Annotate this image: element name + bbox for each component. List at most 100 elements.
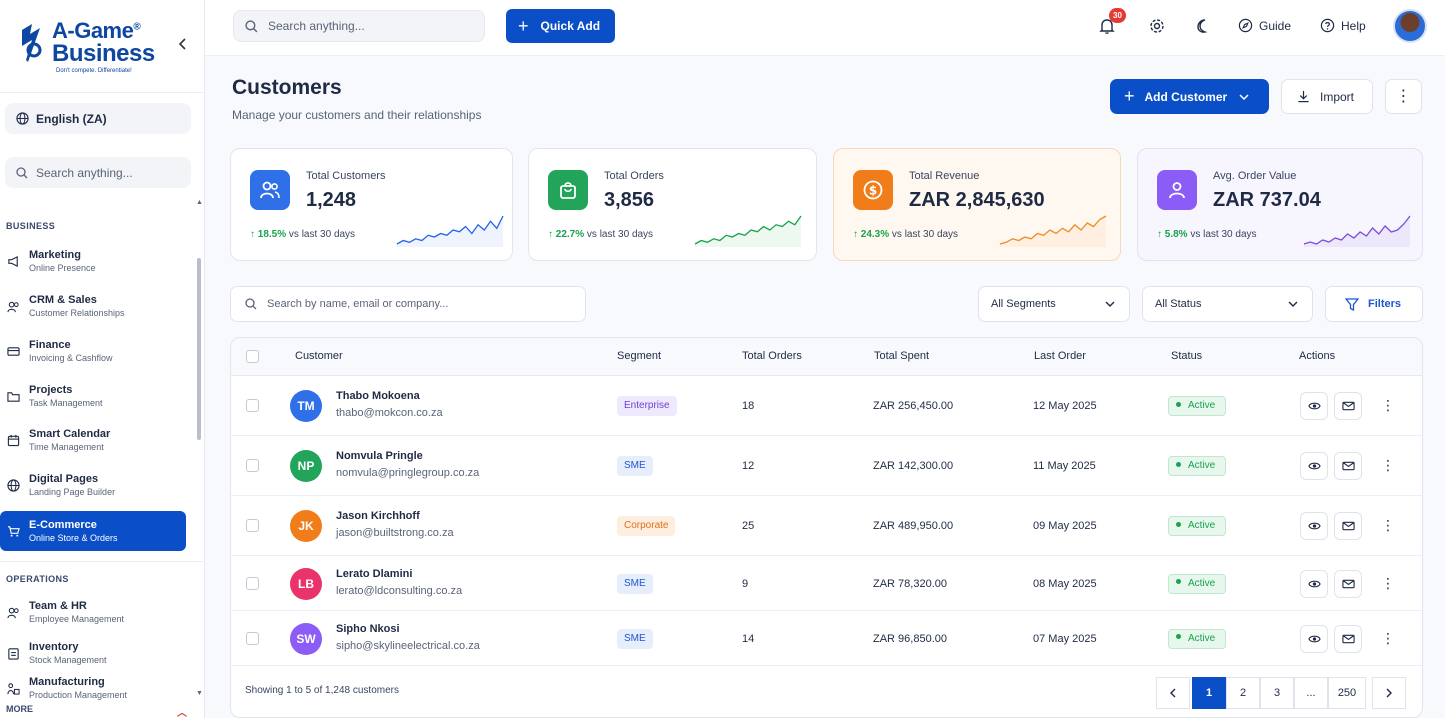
customer-name[interactable]: Thabo Mokoena	[336, 390, 420, 402]
sidebar-item-digital-pages[interactable]: Digital Pages Landing Page Builder	[0, 465, 186, 505]
email-button[interactable]	[1334, 624, 1362, 653]
import-button[interactable]: Import	[1281, 79, 1373, 114]
customer-search-input[interactable]: Search by name, email or company...	[230, 286, 586, 322]
status-select[interactable]: All Status	[1142, 286, 1313, 322]
pagination-prev-button[interactable]	[1156, 677, 1190, 709]
email-button[interactable]	[1334, 392, 1362, 420]
pagination-next-button[interactable]	[1372, 677, 1406, 709]
column-header-segment[interactable]: Segment	[617, 350, 662, 362]
email-button[interactable]	[1334, 512, 1362, 540]
scroll-up-icon[interactable]: ▲	[196, 199, 203, 206]
column-header-total-orders[interactable]: Total Orders	[742, 350, 802, 362]
row-checkbox[interactable]	[246, 459, 259, 472]
customer-name[interactable]: Lerato Dlamini	[336, 567, 413, 580]
table-row[interactable]: LB Lerato Dlamini lerato@ldconsulting.co.z…	[231, 556, 1422, 611]
total-orders: 18	[742, 400, 755, 412]
sidebar-item-projects[interactable]: Projects Task Management	[0, 376, 186, 416]
view-button[interactable]	[1300, 452, 1328, 480]
filters-label: Filters	[1368, 298, 1402, 310]
pagination-page-3[interactable]: 3	[1260, 677, 1294, 709]
bell-icon[interactable]	[1098, 17, 1116, 35]
customer-name[interactable]: Jason Kirchhoff	[336, 510, 420, 522]
column-header-last-order[interactable]: Last Order	[1034, 350, 1086, 362]
sparkline-line	[999, 215, 1107, 245]
sidebar-item-manufacturing[interactable]: Manufacturing Production Management	[0, 672, 186, 704]
customer-name[interactable]: Sipho Nkosi	[336, 622, 400, 635]
row-checkbox[interactable]	[246, 576, 259, 590]
cart-icon	[7, 524, 21, 538]
pagination-page-ellipsis[interactable]: ...	[1294, 677, 1328, 709]
user-avatar[interactable]	[1393, 9, 1427, 43]
segment-select-value: All Segments	[991, 298, 1056, 310]
guide-link[interactable]: Guide	[1238, 18, 1291, 33]
row-kebab-icon[interactable]: ⋮	[1381, 574, 1395, 591]
select-all-checkbox[interactable]	[246, 350, 259, 363]
pagination-page-250[interactable]: 250	[1328, 677, 1366, 709]
status-dot-icon	[1176, 401, 1181, 407]
status-dot-icon	[1176, 634, 1181, 640]
view-button[interactable]	[1300, 569, 1328, 598]
column-header-customer[interactable]: Customer	[295, 350, 343, 362]
sidebar-item-inventory[interactable]: Inventory Stock Management	[0, 633, 186, 673]
add-customer-button[interactable]: + Add Customer	[1110, 79, 1269, 114]
row-kebab-icon[interactable]: ⋮	[1381, 457, 1395, 473]
email-button[interactable]	[1334, 569, 1362, 598]
column-header-status[interactable]: Status	[1171, 350, 1203, 362]
sidebar-item-crm-sales[interactable]: CRM & Sales Customer Relationships	[0, 286, 186, 326]
sidebar-item-team-hr[interactable]: Team & HR Employee Management	[0, 592, 186, 632]
pagination-page-1[interactable]: 1	[1192, 677, 1226, 709]
row-checkbox[interactable]	[246, 399, 259, 412]
sidebar-item-title: Manufacturing	[29, 675, 105, 688]
scroll-down-icon[interactable]: ▼	[196, 690, 203, 697]
sidebar-scrollbar[interactable]	[197, 258, 201, 440]
sidebar-item-title: E-Commerce	[29, 518, 97, 531]
row-checkbox[interactable]	[246, 519, 259, 532]
customer-email: nomvula@pringlegroup.co.za	[336, 467, 480, 479]
status-label: Active	[1188, 632, 1216, 644]
email-button[interactable]	[1334, 452, 1362, 480]
view-button[interactable]	[1300, 624, 1328, 653]
segment-select[interactable]: All Segments	[978, 286, 1130, 322]
more-options-button[interactable]: ⋮	[1385, 79, 1422, 114]
row-kebab-icon[interactable]: ⋮	[1381, 517, 1395, 533]
box-icon	[7, 646, 21, 660]
gear-icon[interactable]	[1148, 17, 1166, 35]
stat-trend-percent: 5.8%	[1164, 229, 1188, 240]
table-row[interactable]: TM Thabo Mokoena thabo@mokcon.co.za Enterpr…	[231, 376, 1422, 436]
sparkline-chart	[396, 215, 504, 247]
row-kebab-icon[interactable]: ⋮	[1381, 397, 1395, 413]
status-badge: Active	[1168, 396, 1226, 416]
quick-add-button[interactable]: + Quick Add	[506, 9, 615, 43]
sidebar-item-e-commerce[interactable]: E-Commerce Online Store & Orders	[0, 511, 186, 551]
sidebar-item-sub: Stock Management	[29, 654, 107, 665]
global-search-input[interactable]: Search anything...	[233, 10, 485, 42]
table-row[interactable]: NP Nomvula Pringle nomvula@pringlegroup.co…	[231, 436, 1422, 496]
mail-icon	[1341, 521, 1355, 531]
column-header-total-spent[interactable]: Total Spent	[874, 350, 930, 362]
sidebar-item-marketing[interactable]: Marketing Online Presence	[0, 241, 186, 281]
table-row[interactable]: SW Sipho Nkosi sipho@skylineelectrical.co.…	[231, 611, 1422, 666]
sidebar-search-input[interactable]: Search anything...	[5, 157, 191, 188]
sidebar-item-smart-calendar[interactable]: Smart Calendar Time Management	[0, 420, 186, 460]
stat-card-total-orders: Total Orders 3,856 ↑ 22.7% vs last 30 days	[528, 148, 817, 261]
sidebar-more-toggle[interactable]: MORE ︿	[0, 704, 205, 718]
stat-trend: ↑ 24.3% vs last 30 days	[853, 229, 958, 240]
table-row[interactable]: JK Jason Kirchhoff jason@builtstrong.co.za…	[231, 496, 1422, 556]
row-checkbox[interactable]	[246, 631, 259, 645]
pagination-page-2[interactable]: 2	[1226, 677, 1260, 709]
filters-button[interactable]: Filters	[1325, 286, 1423, 322]
language-selector[interactable]: English (ZA)	[5, 103, 191, 134]
view-button[interactable]	[1300, 392, 1328, 420]
stat-label: Avg. Order Value	[1213, 170, 1297, 182]
stat-trend-caption: vs last 30 days	[286, 229, 356, 240]
customer-name[interactable]: Nomvula Pringle	[336, 450, 423, 462]
row-kebab-icon[interactable]: ⋮	[1381, 629, 1395, 646]
view-button[interactable]	[1300, 512, 1328, 540]
moon-icon[interactable]	[1193, 17, 1211, 35]
collapse-sidebar-button[interactable]	[176, 38, 190, 52]
sidebar-item-finance[interactable]: Finance Invoicing & Cashflow	[0, 331, 186, 371]
sidebar-item-sub: Task Management	[29, 397, 103, 408]
last-order-date: 07 May 2025	[1033, 632, 1097, 645]
brand-logo[interactable]: A-Game® Business Don't compete. Differen…	[18, 16, 168, 74]
help-link[interactable]: Help	[1320, 18, 1366, 33]
